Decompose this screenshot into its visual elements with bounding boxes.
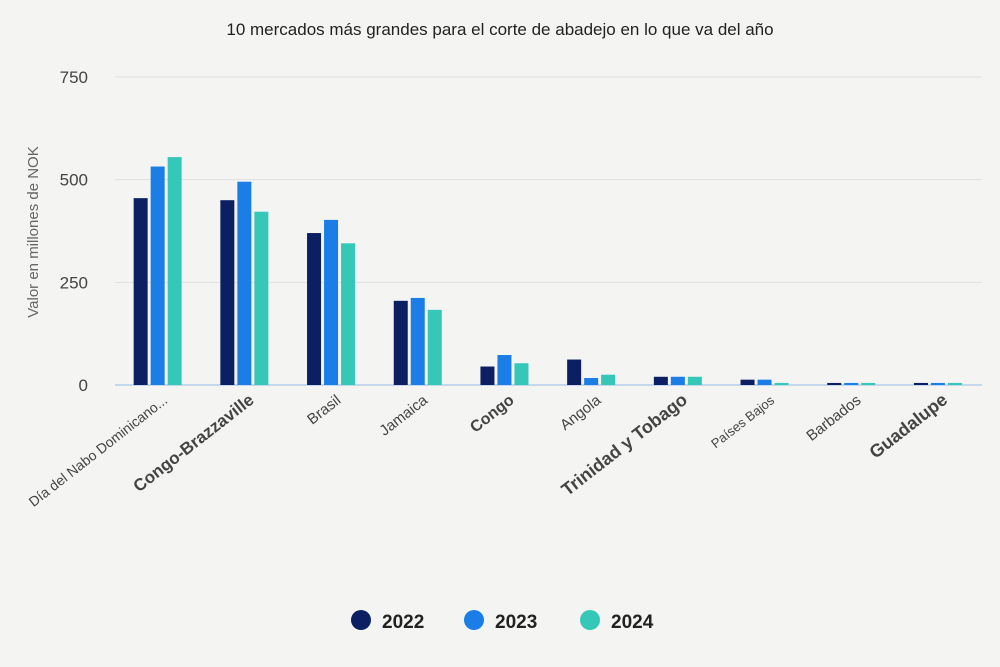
bar-2022[interactable] [653, 376, 668, 385]
bar-2024[interactable] [167, 157, 182, 385]
bar-2023[interactable] [410, 297, 425, 385]
bar-2022[interactable] [133, 198, 148, 385]
bar-2022[interactable] [480, 366, 495, 385]
bar-2024[interactable] [601, 374, 616, 385]
x-tick-label: Barbados [803, 392, 864, 445]
bar-2024[interactable] [254, 211, 269, 385]
bar-2022[interactable] [567, 359, 582, 385]
legend-marker-2024 [580, 610, 600, 630]
bar-2024[interactable] [514, 363, 529, 385]
bar-2022[interactable] [220, 200, 235, 385]
bars [133, 157, 962, 385]
x-axis-ticks: Día del Nabo Dominicano...Congo-Brazzavi… [25, 389, 951, 509]
legend-label-2022[interactable]: 2022 [382, 612, 424, 633]
bar-2024[interactable] [774, 382, 789, 385]
y-axis-label: Valor en millones de NOK [25, 146, 42, 317]
y-tick-label: 250 [60, 273, 88, 292]
bar-2023[interactable] [584, 378, 599, 385]
x-tick-label: Brasil [304, 392, 344, 428]
y-tick-label: 500 [60, 171, 88, 190]
x-tick-label: Angola [557, 391, 605, 434]
legend-label-2023[interactable]: 2023 [495, 612, 537, 633]
bar-2023[interactable] [670, 376, 685, 385]
legend-marker-2022 [351, 610, 371, 630]
bar-2023[interactable] [324, 219, 339, 385]
bar-2024[interactable] [947, 382, 962, 385]
bar-2022[interactable] [827, 382, 842, 385]
bar-2022[interactable] [913, 382, 928, 385]
bar-2023[interactable] [757, 379, 772, 385]
y-tick-label: 750 [60, 68, 88, 87]
x-tick-label: Jamaica [376, 391, 431, 439]
legend-marker-2023 [464, 610, 484, 630]
y-axis-ticks: 0 250 500 750 [60, 68, 88, 395]
chart-title: 10 mercados más grandes para el corte de… [226, 20, 773, 39]
bar-2023[interactable] [497, 355, 512, 385]
x-tick-label: Congo [467, 392, 518, 437]
bar-2024[interactable] [687, 376, 702, 385]
x-tick-label: Día del Nabo Dominicano... [25, 392, 170, 510]
x-tick-label: Países Bajos [708, 392, 777, 451]
y-tick-label: 0 [79, 376, 88, 395]
bar-2022[interactable] [393, 300, 408, 385]
bar-2024[interactable] [427, 309, 442, 385]
bar-2023[interactable] [930, 382, 945, 385]
bar-2024[interactable] [861, 382, 876, 385]
bar-2024[interactable] [341, 243, 356, 385]
bar-2023[interactable] [150, 166, 165, 385]
x-tick-label: Guadalupe [866, 389, 952, 462]
bar-2022[interactable] [740, 379, 755, 385]
bar-2022[interactable] [307, 233, 322, 385]
legend: 2022 2023 2024 [351, 610, 654, 633]
legend-label-2024[interactable]: 2024 [611, 612, 654, 633]
bar-2023[interactable] [237, 181, 252, 385]
bar-2023[interactable] [844, 382, 859, 385]
